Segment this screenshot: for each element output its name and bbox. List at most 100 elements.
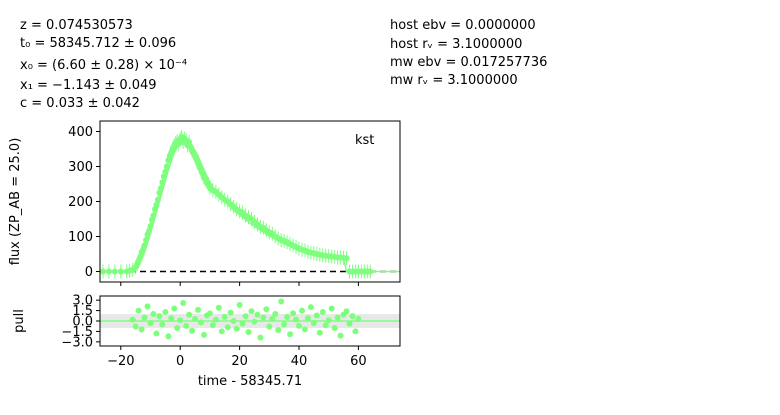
pull-point <box>195 306 202 313</box>
pull-point <box>307 304 314 311</box>
pull-point <box>221 313 228 320</box>
pull-point <box>352 328 359 335</box>
pull-point <box>224 324 231 331</box>
pull-point <box>162 308 169 315</box>
pull-point <box>165 333 172 340</box>
pull-ytick-label: 0.0 <box>72 315 93 330</box>
pull-xtick-label: 60 <box>350 354 367 369</box>
pull-xtick-label: −20 <box>107 354 134 369</box>
pull-point <box>168 315 175 322</box>
flux-ylabel: flux (ZP_AB = 25.0) <box>8 138 23 266</box>
pull-point <box>337 332 344 339</box>
param-z: z = 0.074530573 <box>20 18 133 33</box>
flux-point <box>147 223 154 229</box>
flux-point <box>141 242 148 249</box>
pull-ytick-label: −3.0 <box>61 335 93 350</box>
pull-point <box>287 331 294 338</box>
pull-xtick-label: 40 <box>291 354 308 369</box>
pull-point <box>192 315 199 322</box>
pull-point <box>328 305 335 312</box>
flux-point <box>163 163 170 170</box>
flux-point <box>162 168 169 175</box>
flux-point <box>111 268 118 275</box>
pull-point <box>209 322 216 329</box>
param-host-rv: host rᵥ = 3.1000000 <box>390 37 523 52</box>
flux-point <box>186 139 193 145</box>
flux-point <box>343 255 350 262</box>
flux-point <box>137 254 144 261</box>
pull-point <box>144 303 151 310</box>
pull-point <box>313 312 320 319</box>
pull-point <box>141 314 148 321</box>
pull-point <box>242 313 249 320</box>
pull-point <box>346 320 353 327</box>
param-x1: x₁ = −1.143 ± 0.049 <box>20 78 157 93</box>
pull-point <box>218 328 225 335</box>
pull-point <box>171 305 178 312</box>
pull-point <box>269 315 276 322</box>
flux-point <box>143 237 150 243</box>
pull-point <box>227 309 234 316</box>
pull-point <box>215 304 222 311</box>
param-x0: x₀ = (6.60 ± 0.28) × 10⁻⁴ <box>20 58 188 73</box>
flux-point <box>367 268 374 275</box>
pull-point <box>290 310 297 317</box>
pull-xlabel: time - 58345.71 <box>198 374 302 389</box>
pull-point <box>189 327 196 334</box>
pull-point <box>236 302 243 309</box>
pull-point <box>257 334 264 341</box>
pull-point <box>135 307 142 314</box>
pull-point <box>334 314 341 321</box>
pull-point <box>251 318 258 325</box>
flux-point <box>99 268 106 275</box>
pull-point <box>174 324 181 331</box>
flux-ytick-label: 0 <box>85 265 93 280</box>
pull-point <box>266 323 273 330</box>
pull-point <box>263 306 270 313</box>
pull-point <box>129 316 136 323</box>
pull-point <box>212 316 219 323</box>
pull-xtick-label: 0 <box>176 354 184 369</box>
pull-point <box>316 329 323 336</box>
flux-point <box>105 268 112 275</box>
flux-point <box>153 202 160 208</box>
flux-point <box>159 179 166 186</box>
pull-point <box>132 323 139 330</box>
pull-point <box>319 308 326 315</box>
pull-ytick-label: 1.5 <box>72 304 93 319</box>
band-label: kst <box>355 133 374 148</box>
pull-point <box>186 311 193 318</box>
pull-ytick-label: −1.5 <box>61 325 93 340</box>
pull-point <box>230 318 237 324</box>
param-c: c = 0.033 ± 0.042 <box>20 96 140 111</box>
flux-point <box>157 185 164 192</box>
pull-point <box>275 327 282 334</box>
flux-point <box>117 268 124 275</box>
pull-point <box>138 326 145 333</box>
pull-point <box>296 322 303 329</box>
pull-point <box>355 315 362 322</box>
pull-point <box>278 298 285 305</box>
flux-point <box>146 228 153 235</box>
pull-point <box>177 317 184 324</box>
pull-point <box>206 310 213 317</box>
pull-point <box>239 320 246 327</box>
pull-point <box>159 321 166 328</box>
flux-ytick-label: 300 <box>68 160 93 175</box>
pull-point <box>343 308 350 315</box>
pull-point <box>281 321 288 328</box>
pull-ytick-label: 3.0 <box>72 294 93 309</box>
pull-point <box>325 317 332 324</box>
param-mw-ebv: mw ebv = 0.017257736 <box>390 55 548 70</box>
pull-point <box>322 322 329 329</box>
pull-point <box>298 307 305 314</box>
pull-point <box>272 311 279 318</box>
pull-point <box>248 308 255 315</box>
flux-ytick-label: 200 <box>68 195 93 210</box>
pull-point <box>254 311 261 318</box>
pull-point <box>301 326 308 333</box>
pull-point <box>293 316 300 323</box>
pull-point <box>156 313 163 320</box>
pull-point <box>331 324 338 331</box>
